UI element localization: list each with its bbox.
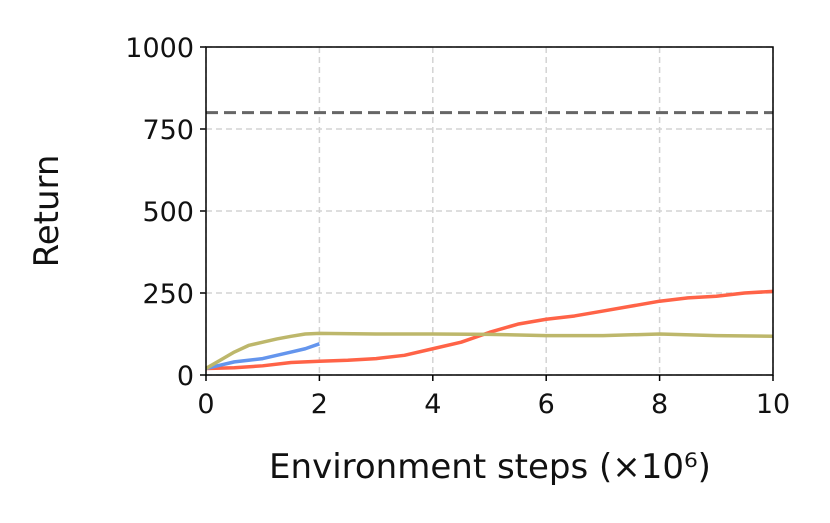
y-tick-label: 1000 <box>125 33 194 64</box>
x-tick-label: 4 <box>424 389 441 420</box>
x-tick-label: 6 <box>538 389 555 420</box>
data-line <box>205 342 320 371</box>
y-tick-label: 500 <box>142 197 194 228</box>
y-tick-label: 250 <box>142 279 194 310</box>
x-tick-label: 8 <box>651 389 668 420</box>
y-tick-label: 0 <box>177 361 194 392</box>
x-axis-label: Environment steps (×10⁶) <box>269 447 711 487</box>
data-line <box>205 331 774 370</box>
x-tick-label: 2 <box>311 389 328 420</box>
x-tick-label: 10 <box>756 389 790 420</box>
plot-frame <box>205 46 774 376</box>
y-tick-label: 750 <box>142 115 194 146</box>
y-axis-label: Return <box>27 155 67 268</box>
x-tick-label: 0 <box>197 389 214 420</box>
data-line <box>205 289 774 371</box>
